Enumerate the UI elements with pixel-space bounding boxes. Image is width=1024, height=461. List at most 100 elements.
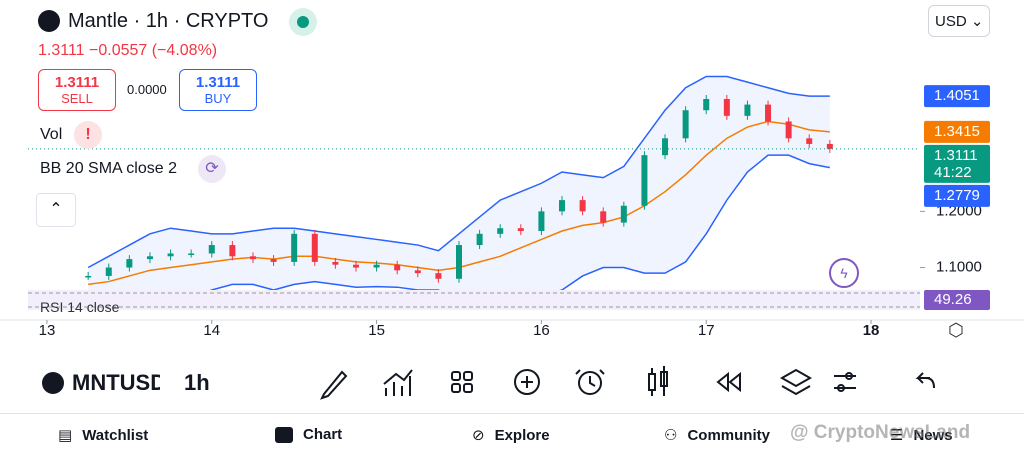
plot-area: [85, 75, 833, 290]
change-pct: (−4.08%): [151, 42, 218, 59]
candle: [538, 211, 545, 232]
toolbar-interval[interactable]: 1h: [184, 370, 210, 395]
candle: [311, 233, 318, 262]
buy-label: BUY: [204, 91, 232, 106]
sync-icon[interactable]: ⟳: [198, 155, 226, 183]
buy-price: 1.3111: [195, 74, 241, 91]
watermark: @ CryptoNewsLand: [790, 422, 971, 443]
change: −0.0557: [89, 42, 148, 59]
candle: [208, 245, 215, 254]
toolbar-symbol[interactable]: MNTUSDT: [72, 370, 160, 395]
candle: [85, 275, 92, 278]
candle: [641, 155, 648, 206]
candle: [291, 233, 298, 262]
rsi-tag: [924, 290, 990, 310]
currency: USD: [935, 13, 967, 30]
candle: [682, 110, 689, 139]
bb-lower-line: [209, 154, 830, 290]
rsi-pane: [28, 290, 920, 310]
nav-label: Chart: [303, 426, 343, 443]
nav-watchlist[interactable]: ▤ Watchlist: [58, 426, 149, 445]
sell-button[interactable]: 1.3111 SELL: [38, 69, 116, 111]
y-tick-label: 1.1000: [936, 258, 982, 275]
countdown: 41:22: [934, 164, 972, 181]
last-price: 1.3111: [38, 42, 85, 59]
price-tag-label: 1.3415: [934, 123, 980, 140]
candle: [723, 98, 730, 116]
candle: [765, 104, 772, 122]
vol-indicator[interactable]: Vol: [40, 126, 63, 143]
layouts-tool[interactable]: [451, 371, 473, 393]
undo-tool[interactable]: [915, 372, 935, 389]
nav-chart[interactable]: Chart: [275, 426, 342, 443]
x-tick-label: 14: [203, 322, 220, 339]
buy-button[interactable]: 1.3111 BUY: [179, 69, 257, 111]
candle: [352, 264, 359, 268]
candle: [620, 205, 627, 223]
quote-row: 1.3111 −0.0557 (−4.08%): [38, 42, 217, 60]
rsi-indicator[interactable]: RSI 14 close: [40, 302, 120, 315]
coin-logo: [42, 372, 64, 394]
slider-knob: [845, 372, 853, 380]
candle: [270, 259, 277, 262]
alert-tool[interactable]: [575, 369, 605, 395]
draw-tool[interactable]: [320, 370, 348, 400]
price-tag: [924, 85, 990, 108]
x-tick-label: 13: [39, 322, 56, 339]
candle: [332, 261, 339, 265]
nav-divider: [0, 413, 1024, 414]
sell-price: 1.3111: [54, 74, 100, 91]
bb-indicator[interactable]: BB 20 SMA close 2: [40, 160, 177, 177]
objects-tool[interactable]: [779, 368, 813, 396]
price-tag: [924, 144, 990, 183]
warning-icon[interactable]: !: [74, 121, 102, 149]
alert-icon[interactable]: ϟ: [829, 258, 859, 288]
candle: [497, 228, 504, 234]
x-tick-label: 15: [368, 322, 385, 339]
candle: [806, 138, 813, 144]
nav-news[interactable]: ☰ News: [890, 426, 953, 445]
price-tag: [924, 184, 990, 207]
candle: [559, 200, 566, 212]
price-tag: [924, 120, 990, 143]
candle-tool[interactable]: [648, 366, 668, 396]
settings-icon[interactable]: ⬡: [948, 320, 964, 340]
indicators-tool[interactable]: [383, 369, 413, 396]
candle: [146, 256, 153, 260]
rsi-tag-label: 49.26: [934, 291, 972, 308]
candle: [744, 104, 751, 116]
candle: [394, 264, 401, 271]
candle: [126, 259, 133, 268]
x-tick-label: 17: [698, 322, 715, 339]
price-tag-label: 1.2779: [934, 187, 980, 204]
x-tick-label: 16: [533, 322, 550, 339]
candle: [167, 253, 174, 257]
settings-tool[interactable]: [834, 375, 856, 389]
candle: [476, 233, 483, 246]
candle: [105, 267, 112, 276]
collapse-button[interactable]: ⌃: [36, 193, 76, 227]
replay-tool[interactable]: [716, 371, 741, 393]
chart-bg: [0, 0, 1024, 345]
currency-select[interactable]: USD ⌄: [928, 5, 990, 37]
candle: [373, 264, 380, 268]
candle: [517, 228, 524, 232]
symbol-title[interactable]: Mantle · 1h · CRYPTO: [68, 10, 269, 32]
market-status: [289, 8, 317, 36]
candle: [600, 211, 607, 223]
nav-explore[interactable]: ⊘ Explore: [472, 426, 550, 445]
nav-label: News: [913, 426, 953, 444]
candle: [188, 253, 195, 255]
coin-logo: [38, 10, 60, 32]
add-tool[interactable]: [514, 369, 540, 395]
candle: [435, 273, 442, 279]
nav-community[interactable]: ⚇ Community: [664, 426, 770, 445]
candle: [414, 270, 421, 274]
candle: [579, 200, 586, 212]
bb-fill: [88, 76, 830, 290]
candle: [703, 98, 710, 111]
nav-label: Explore: [494, 426, 550, 444]
candle: [785, 121, 792, 139]
